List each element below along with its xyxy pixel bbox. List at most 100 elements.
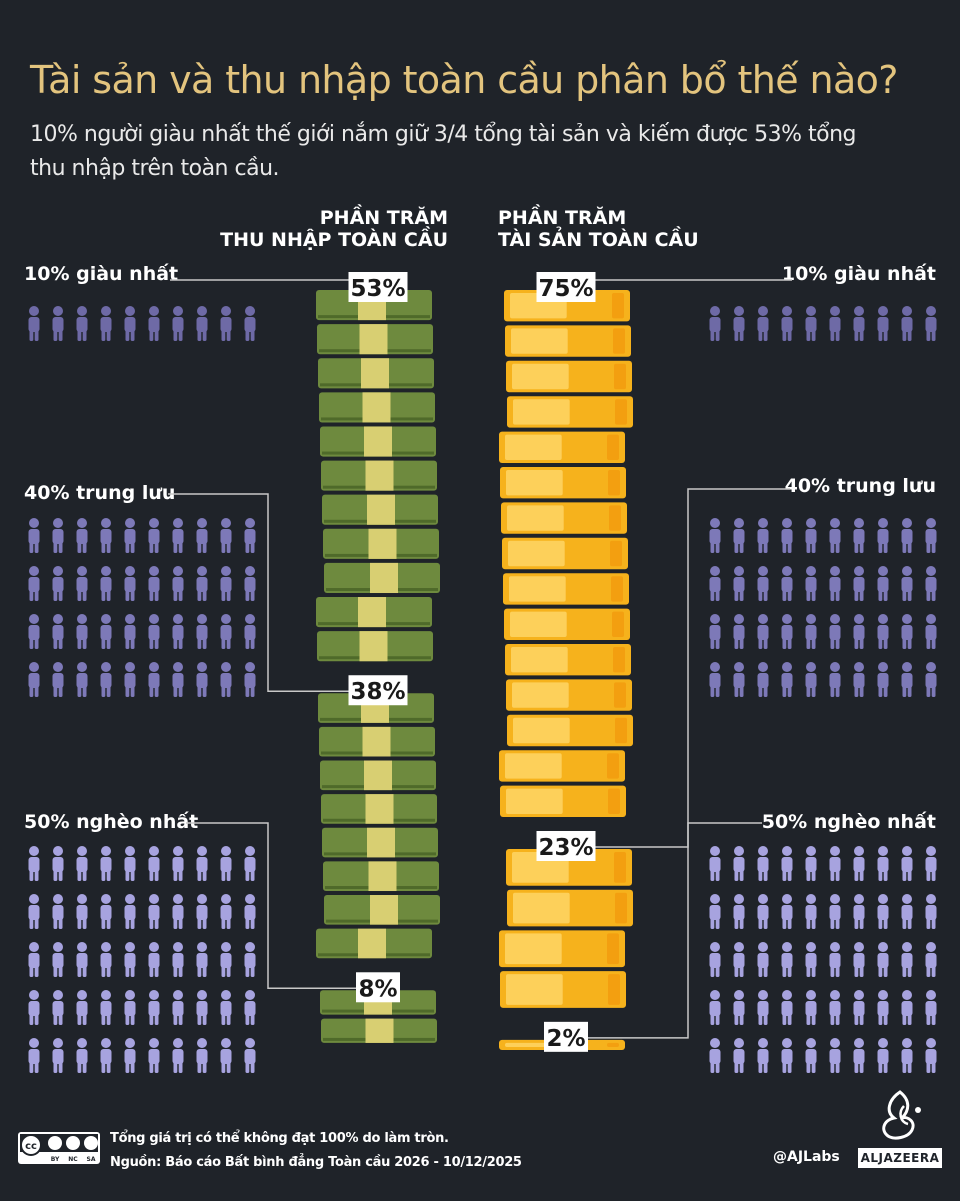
person-icon	[901, 846, 913, 881]
person-icon	[733, 518, 745, 553]
person-icon	[124, 566, 136, 601]
group-label-top-right: 10% giàu nhất	[781, 263, 936, 285]
person-icon	[172, 894, 184, 929]
person-icon	[172, 566, 184, 601]
person-icon	[52, 942, 64, 977]
license-sa: SA	[87, 1156, 96, 1163]
income-heading-line1: PHẦN TRĂM	[319, 207, 448, 229]
person-icon	[709, 846, 721, 881]
person-icon	[124, 846, 136, 881]
person-icon	[244, 518, 256, 553]
person-icon	[901, 662, 913, 697]
person-icon	[172, 1038, 184, 1073]
person-icon	[733, 990, 745, 1025]
person-icon	[709, 566, 721, 601]
person-icon	[853, 894, 865, 929]
person-icon	[172, 662, 184, 697]
person-icon	[733, 662, 745, 697]
person-icon	[52, 1038, 64, 1073]
person-icon	[196, 1038, 208, 1073]
person-icon	[244, 1038, 256, 1073]
person-icon	[28, 846, 40, 881]
person-icon	[757, 614, 769, 649]
person-icon	[757, 306, 769, 341]
person-icon	[877, 566, 889, 601]
person-icon	[925, 1038, 937, 1073]
svg-text:23%: 23%	[538, 835, 593, 861]
person-icon	[220, 1038, 232, 1073]
income-percent-label-2: 8%	[356, 972, 400, 1003]
person-icon	[196, 306, 208, 341]
person-icon	[196, 894, 208, 929]
person-icon	[100, 662, 112, 697]
person-icon	[829, 518, 841, 553]
person-icon	[709, 306, 721, 341]
wealth-heading-line2: TÀI SẢN TOÀN CẦU	[498, 229, 699, 251]
person-icon	[28, 662, 40, 697]
person-icon	[196, 518, 208, 553]
person-icon	[28, 518, 40, 553]
person-icon	[733, 1038, 745, 1073]
person-icon	[52, 614, 64, 649]
person-icon	[901, 518, 913, 553]
person-icon	[52, 662, 64, 697]
person-icon	[877, 662, 889, 697]
page-subtitle: 10% người giàu nhất thế giới nắm giữ 3/4…	[30, 122, 857, 181]
person-icon	[781, 614, 793, 649]
person-icon	[733, 614, 745, 649]
income-stack-0	[316, 290, 440, 662]
person-icon	[172, 942, 184, 977]
person-icon	[124, 614, 136, 649]
person-icon	[76, 1038, 88, 1073]
person-icon	[28, 566, 40, 601]
footer-notes: Tổng giá trị có thể không đạt 100% do là…	[110, 1127, 522, 1175]
connector-line	[186, 822, 356, 990]
stacks	[316, 290, 633, 1050]
person-icon	[733, 566, 745, 601]
person-icon	[76, 662, 88, 697]
person-icon	[901, 942, 913, 977]
person-icon	[244, 566, 256, 601]
svg-text:8%: 8%	[358, 976, 397, 1002]
person-icon	[829, 662, 841, 697]
person-icon	[877, 942, 889, 977]
person-icon	[76, 306, 88, 341]
person-icon	[100, 614, 112, 649]
wealth-percent-label-2: 2%	[544, 1021, 588, 1052]
person-icon	[805, 566, 817, 601]
person-icon	[28, 942, 40, 977]
wealth-column-heading: PHẦN TRĂM TÀI SẢN TOÀN CẦU	[498, 207, 699, 251]
person-icon	[853, 942, 865, 977]
person-icon	[757, 846, 769, 881]
person-icon	[757, 1038, 769, 1073]
person-icon	[244, 894, 256, 929]
person-icon	[28, 614, 40, 649]
person-icon	[76, 942, 88, 977]
person-icon	[877, 518, 889, 553]
person-icon	[76, 846, 88, 881]
person-icon	[148, 614, 160, 649]
person-icon	[148, 306, 160, 341]
person-icon	[244, 846, 256, 881]
income-heading-line2: THU NHẬP TOÀN CẦU	[220, 229, 448, 251]
person-icon	[925, 662, 937, 697]
percentage-labels: 53% 38% 8% 75% 23% 2%	[348, 272, 596, 1052]
person-icon	[757, 990, 769, 1025]
person-icon	[244, 990, 256, 1025]
person-icon	[220, 518, 232, 553]
person-icon	[805, 1038, 817, 1073]
svg-text:38%: 38%	[350, 679, 405, 705]
person-icon	[220, 942, 232, 977]
person-icon	[853, 518, 865, 553]
person-icon	[733, 846, 745, 881]
person-icon	[925, 846, 937, 881]
person-icon	[805, 662, 817, 697]
social-handle: @AJLabs	[773, 1149, 840, 1165]
person-icon	[52, 894, 64, 929]
license-by: BY	[51, 1156, 60, 1163]
person-icon	[829, 942, 841, 977]
person-icon	[124, 942, 136, 977]
person-icon	[853, 566, 865, 601]
